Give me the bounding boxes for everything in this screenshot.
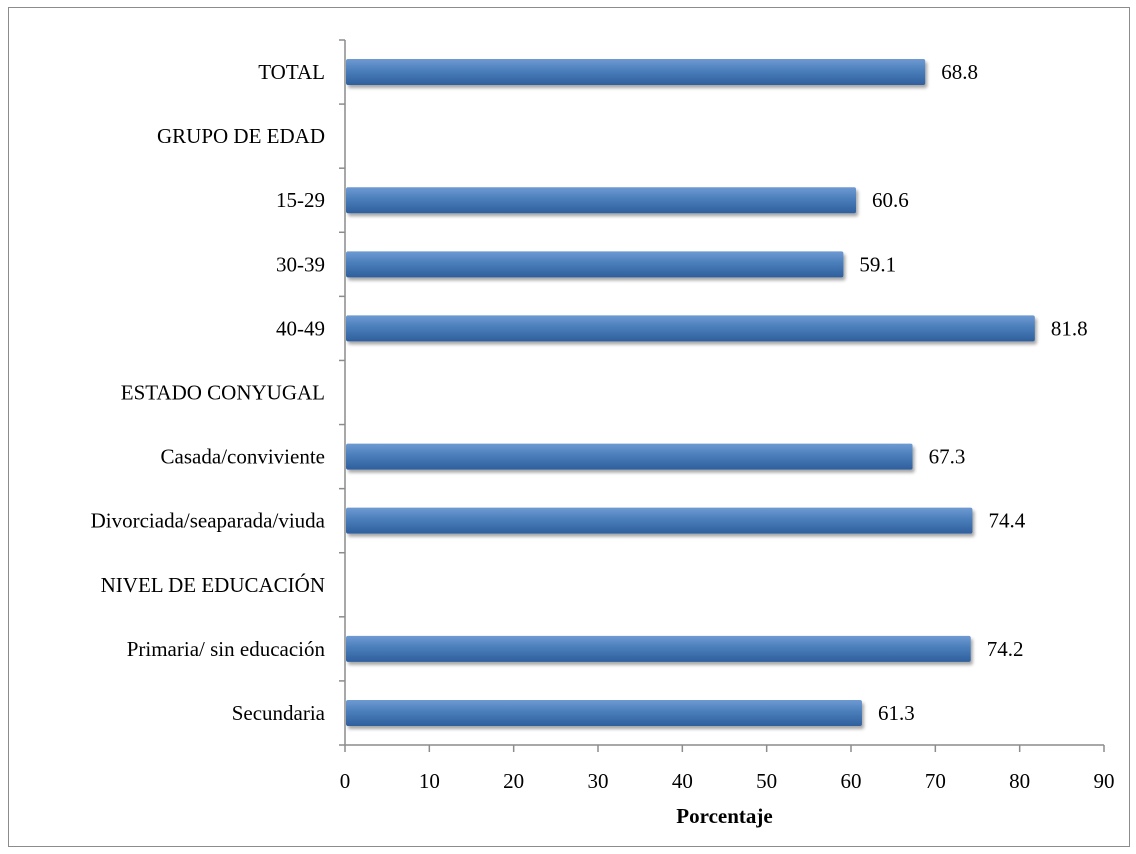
data-label: 67.3	[929, 445, 966, 469]
category-label: ESTADO CONYUGAL	[121, 381, 325, 405]
data-label: 61.3	[878, 701, 915, 725]
x-tick-label: 60	[841, 769, 862, 793]
bars	[346, 59, 1035, 726]
category-label: Casada/conviviente	[161, 445, 325, 469]
bar	[346, 699, 862, 726]
data-label: 60.6	[872, 188, 909, 212]
data-label: 81.8	[1051, 316, 1088, 340]
category-label: 15-29	[276, 188, 325, 212]
category-label: Primaria/ sin educación	[127, 637, 326, 661]
data-label: 74.2	[987, 637, 1024, 661]
category-label: 40-49	[276, 316, 325, 340]
bar	[346, 187, 857, 214]
x-tick-label: 50	[756, 769, 777, 793]
category-labels: TOTAL GRUPO DE EDAD 15-29 30-39 40-49 ESTADO …	[91, 60, 326, 725]
x-tick-label: 90	[1094, 769, 1115, 793]
category-label: Secundaria	[232, 701, 326, 725]
bar	[346, 315, 1035, 342]
x-tick-label: 70	[925, 769, 946, 793]
category-label: TOTAL	[258, 60, 325, 84]
x-tick-label: 40	[672, 769, 693, 793]
category-label: GRUPO DE EDAD	[157, 124, 325, 148]
bar	[346, 443, 913, 470]
axes: 0 10 20 30 40 50 60 70 80 90	[339, 39, 1115, 793]
data-label: 74.4	[988, 509, 1025, 533]
data-labels: 68.8 60.6 59.1 81.8 67.3 74.4 74.2 61.3	[859, 60, 1087, 725]
category-label: NIVEL DE EDUCACIÓN	[101, 573, 325, 597]
bar	[346, 251, 844, 278]
x-tick-label: 20	[503, 769, 524, 793]
x-tick-label: 10	[419, 769, 440, 793]
x-axis-title: Porcentaje	[676, 804, 772, 828]
x-tick-label: 0	[340, 769, 351, 793]
category-label: Divorciada/seaparada/viuda	[91, 509, 326, 533]
bar	[346, 59, 926, 86]
data-label: 68.8	[941, 60, 978, 84]
x-tick-label: 80	[1009, 769, 1030, 793]
category-label: 30-39	[276, 252, 325, 276]
data-label: 59.1	[859, 252, 896, 276]
x-tick-label: 30	[588, 769, 609, 793]
bar	[346, 507, 973, 534]
bar	[346, 635, 971, 662]
